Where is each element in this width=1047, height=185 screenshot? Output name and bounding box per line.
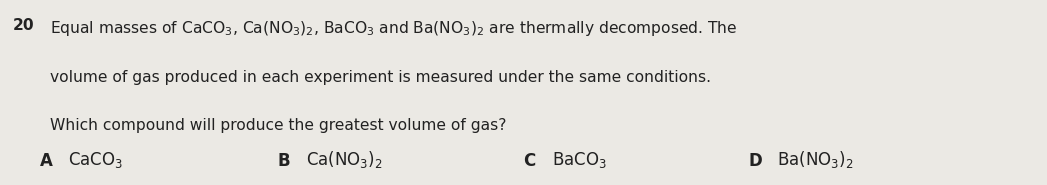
Text: Which compound will produce the greatest volume of gas?: Which compound will produce the greatest… — [50, 118, 507, 133]
Text: BaCO$_3$: BaCO$_3$ — [552, 150, 606, 170]
Text: volume of gas produced in each experiment is measured under the same conditions.: volume of gas produced in each experimen… — [50, 70, 711, 85]
Text: C: C — [524, 152, 536, 170]
Text: CaCO$_3$: CaCO$_3$ — [68, 150, 124, 170]
Text: D: D — [749, 152, 762, 170]
Text: Ba(NO$_3$)$_2$: Ba(NO$_3$)$_2$ — [777, 149, 853, 170]
Text: Equal masses of CaCO$_3$, Ca(NO$_3$)$_2$, BaCO$_3$ and Ba(NO$_3$)$_2$ are therma: Equal masses of CaCO$_3$, Ca(NO$_3$)$_2$… — [50, 18, 738, 38]
Text: Ca(NO$_3$)$_2$: Ca(NO$_3$)$_2$ — [306, 149, 382, 170]
Text: A: A — [40, 152, 52, 170]
Text: 20: 20 — [13, 18, 35, 33]
Text: B: B — [277, 152, 290, 170]
